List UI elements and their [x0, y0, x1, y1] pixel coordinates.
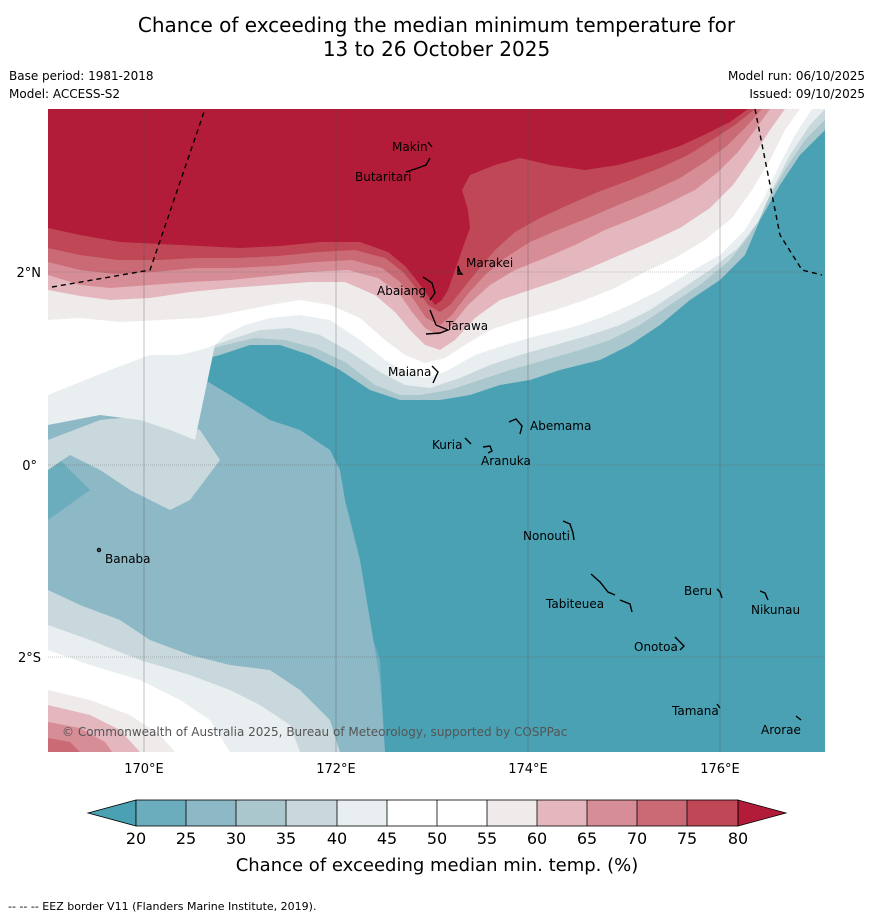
eez-borders [51, 109, 823, 288]
label-abaiang: Abaiang [377, 284, 426, 298]
label-aranuka: Aranuka [481, 454, 531, 468]
colorbar-tick-35: 35 [276, 829, 296, 848]
colorbar-swatch-25-30 [186, 800, 237, 826]
colorbar-tick-20: 20 [126, 829, 146, 848]
colorbar-swatch-30-35 [236, 800, 287, 826]
island-tarawa [425, 309, 450, 335]
label-marakei: Marakei [466, 256, 513, 270]
island-onotoa [674, 636, 685, 651]
colorbar-swatch-55-60 [487, 800, 538, 826]
island-abemama [508, 418, 523, 435]
island-marakei [457, 265, 464, 275]
colorbar-tick-45: 45 [377, 829, 397, 848]
model-name: Model: ACCESS-S2 [9, 87, 121, 101]
label-maiana: Maiana [388, 365, 431, 379]
colorbar-swatch-45-50 [387, 800, 438, 826]
colorbar-extend-high [737, 799, 788, 827]
island-arorae [795, 715, 802, 721]
colorbar-extend-low [86, 799, 137, 827]
band-20-25-west-pocket [48, 460, 90, 520]
colorbar-tick-65: 65 [577, 829, 597, 848]
axis-ticks: 170°E 172°E 174°E 176°E 2°N 0° 2°S [17, 266, 740, 777]
lat-tick-equator: 0° [22, 459, 37, 474]
colorbar-tick-25: 25 [176, 829, 196, 848]
gridlines [48, 109, 825, 752]
colorbar-swatch-75-80 [687, 800, 738, 826]
colorbar-tick-50: 50 [427, 829, 447, 848]
island-abaiang [422, 276, 436, 301]
colorbar-title: Chance of exceeding median min. temp. (%… [236, 855, 639, 876]
label-nonouti: Nonouti [523, 529, 570, 543]
chart-title-line2: 13 to 26 October 2025 [322, 37, 551, 61]
island-tamana [716, 703, 721, 709]
colorbar-tick-55: 55 [477, 829, 497, 848]
label-arorae: Arorae [761, 723, 801, 737]
colorbar: 20 25 30 35 40 45 50 55 60 65 70 75 80 C… [86, 799, 788, 876]
band-above80 [48, 109, 748, 305]
colorbar-tick-75: 75 [677, 829, 697, 848]
eez-border-east [754, 109, 823, 276]
lat-tick-2n: 2°N [17, 266, 42, 281]
eez-border-west [51, 109, 206, 288]
colorbar-swatch-70-75 [637, 800, 688, 826]
island-tabiteuea-south [619, 599, 633, 613]
label-nikunau: Nikunau [751, 603, 800, 617]
colorbar-tick-70: 70 [627, 829, 647, 848]
island-banaba [96, 547, 102, 553]
lat-tick-2s: 2°S [18, 651, 41, 666]
chart-title-line1: Chance of exceeding the median minimum t… [137, 13, 736, 37]
island-makin [427, 141, 433, 148]
label-beru: Beru [684, 584, 712, 598]
lon-tick-172e: 172°E [316, 762, 356, 777]
eez-footnote: -- -- -- EEZ border V11 (Flanders Marine… [8, 900, 317, 913]
colorbar-tick-40: 40 [327, 829, 347, 848]
island-outlines [96, 141, 802, 721]
colorbar-ticks: 20 25 30 35 40 45 50 55 60 65 70 75 80 [126, 829, 748, 848]
label-makin: Makin [392, 140, 428, 154]
label-abemama: Abemama [530, 419, 591, 433]
colorbar-tick-60: 60 [527, 829, 547, 848]
place-labels: Makin Butaritari Marakei Abaiang Tarawa … [105, 140, 801, 737]
lon-tick-170e: 170°E [124, 762, 164, 777]
island-beru [716, 588, 723, 599]
model-run-date: Model run: 06/10/2025 [727, 69, 865, 83]
colorbar-swatch-20-25 [136, 800, 187, 826]
base-period: Base period: 1981-2018 [9, 69, 154, 83]
label-onotoa: Onotoa [634, 640, 678, 654]
band-35-40-west [48, 415, 220, 510]
lon-tick-174e: 174°E [508, 762, 548, 777]
island-tabiteuea-north [590, 573, 616, 596]
colorbar-tick-30: 30 [226, 829, 246, 848]
label-tarawa: Tarawa [445, 319, 488, 333]
colorbar-swatch-65-70 [587, 800, 638, 826]
label-butaritari: Butaritari [355, 170, 412, 184]
colorbar-swatch-50-55 [437, 800, 488, 826]
label-tamana: Tamana [671, 704, 719, 718]
colorbar-tick-80: 80 [728, 829, 748, 848]
colorbar-swatch-40-45 [337, 800, 388, 826]
issued-date: Issued: 09/10/2025 [749, 87, 865, 101]
label-tabiteuea: Tabiteuea [545, 597, 604, 611]
island-nonouti [562, 520, 575, 541]
island-maiana [431, 365, 439, 384]
label-banaba: Banaba [105, 552, 151, 566]
lon-tick-176e: 176°E [700, 762, 740, 777]
label-kuria: Kuria [432, 438, 463, 452]
island-butaritari [405, 157, 431, 173]
island-nikunau [759, 590, 769, 601]
island-kuria [464, 437, 472, 445]
colorbar-dividers [185, 800, 688, 826]
island-aranuka [482, 445, 493, 454]
copyright-notice: © Commonwealth of Australia 2025, Bureau… [62, 725, 567, 739]
colorbar-swatch-35-40 [286, 800, 337, 826]
contour-field: Makin Butaritari Marakei Abaiang Tarawa … [48, 109, 825, 752]
colorbar-swatch-60-65 [537, 800, 588, 826]
band-70-75-south [48, 738, 80, 752]
